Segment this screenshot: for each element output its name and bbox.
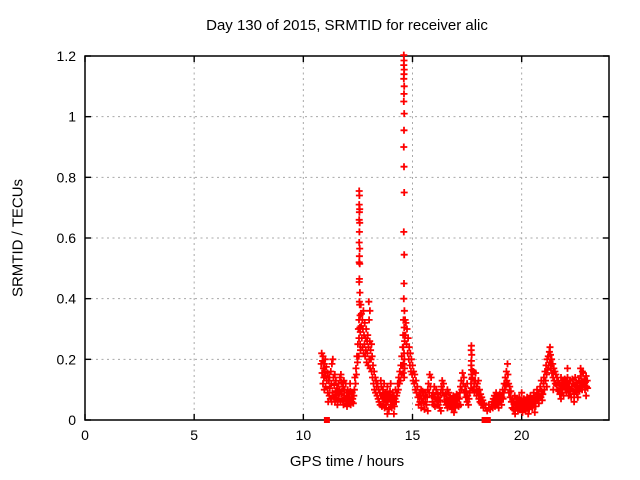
- chart-title: Day 130 of 2015, SRMTID for receiver ali…: [206, 17, 488, 34]
- zero-value-square-marker: [323, 417, 330, 423]
- y-tick-label: 0.4: [57, 291, 77, 307]
- y-tick-label: 0: [68, 412, 76, 428]
- y-tick-label: 1.2: [57, 48, 77, 64]
- y-tick-label: 1: [68, 109, 76, 125]
- y-tick-label: 0.6: [57, 230, 77, 246]
- tick-labels: 0 5 10 15 20 0 0.2 0.4 0.6 0.8 1 1.2: [57, 48, 530, 443]
- x-tick-label: 20: [514, 427, 530, 443]
- plot-border: [84, 55, 610, 421]
- data-points-layer: [317, 51, 592, 423]
- grid-layer: [85, 56, 609, 420]
- y-tick-label: 0.8: [57, 169, 77, 185]
- x-tick-label: 15: [405, 427, 421, 443]
- scatter-plus-markers: [317, 51, 592, 418]
- x-axis-label: GPS time / hours: [289, 453, 405, 470]
- x-tick-label: 0: [81, 427, 89, 443]
- x-tick-label: 10: [296, 427, 312, 443]
- x-tick-label: 5: [190, 427, 198, 443]
- zero-value-square-marker: [484, 417, 491, 423]
- zero-value-square-marker: [481, 417, 488, 423]
- y-tick-label: 0.2: [57, 351, 77, 367]
